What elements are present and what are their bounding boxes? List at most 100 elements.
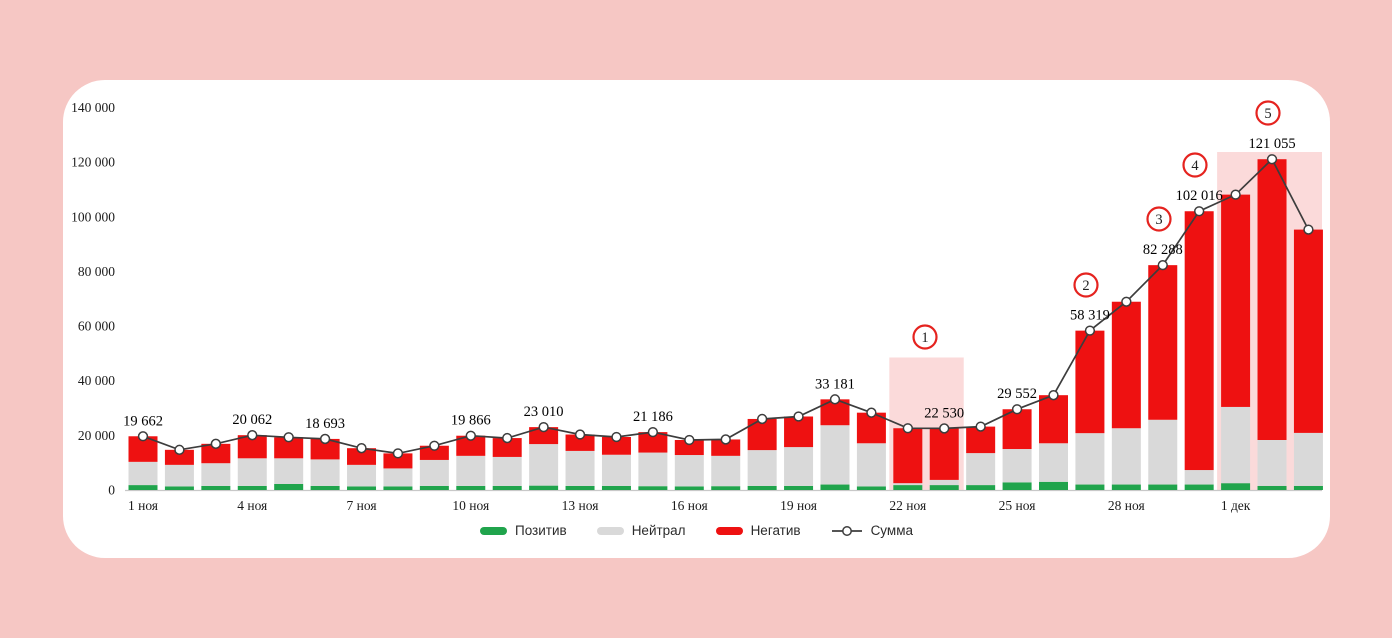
bar-segment-positive [1148, 484, 1178, 490]
bar-segment-positive [164, 486, 194, 490]
bar-segment-negative [347, 448, 377, 465]
legend-label-sum: Сумма [870, 523, 913, 538]
bar-segment-negative [419, 445, 449, 460]
bar-segment-positive [929, 485, 959, 490]
sum-marker [429, 440, 440, 451]
bar-segment-neutral [711, 455, 741, 487]
value-label: 22 530 [924, 405, 964, 421]
bar-segment-negative [711, 439, 741, 456]
sum-marker [684, 434, 695, 446]
positive-swatch [480, 526, 507, 535]
bar-segment-positive [674, 486, 704, 490]
bar-segment-positive [1075, 484, 1105, 490]
sum-marker [137, 431, 149, 442]
bar-segment-neutral [747, 450, 777, 486]
bar-segment-negative [1075, 330, 1105, 434]
bar-segment-neutral [1184, 470, 1214, 485]
bar-segment-neutral [565, 450, 595, 486]
bar-segment-negative [1221, 194, 1251, 407]
neutral-swatch [596, 526, 624, 535]
value-label: 21 186 [633, 409, 673, 425]
bar-segment-neutral [237, 458, 267, 486]
sum-marker [174, 444, 185, 455]
bar-segment-neutral [638, 452, 668, 487]
sum-marker [1266, 154, 1278, 165]
bar-segment-negative [1111, 301, 1141, 429]
legend-label-positive: Позитив [515, 523, 567, 538]
bar-segment-neutral [347, 464, 377, 487]
sum-marker [319, 433, 331, 445]
bar-segment-positive [1293, 485, 1323, 490]
x-axis-tick-label: 13 ноя [562, 498, 599, 513]
bar-segment-neutral [201, 463, 231, 486]
sum-marker [756, 413, 768, 425]
sum-marker [465, 430, 476, 441]
sum-marker [720, 434, 731, 445]
bar-segment-neutral [856, 443, 886, 487]
annotation-circle-1 [912, 324, 938, 350]
sum-marker [1011, 404, 1023, 415]
bar-segment-positive [1111, 484, 1141, 490]
x-axis-tick-label: 4 ноя [237, 498, 267, 513]
x-axis-tick-label: 25 ноя [999, 498, 1036, 513]
bar-segment-negative [456, 435, 486, 456]
bar-segment-negative [893, 428, 923, 484]
negative-swatch [715, 526, 743, 535]
value-label: 20 062 [232, 412, 272, 428]
sum-marker [611, 431, 622, 443]
bar-segment-neutral [1221, 406, 1251, 484]
bar-segment-positive [1039, 481, 1068, 490]
annotation-circle-5 [1255, 100, 1281, 126]
value-label: 29 552 [997, 386, 1037, 402]
x-axis-tick-label: 1 дек [1221, 498, 1251, 513]
bar-segment-positive [747, 485, 777, 490]
bar-segment-negative [237, 435, 267, 459]
bar-segment-neutral [820, 425, 850, 485]
y-axis-tick-label: 140 000 [71, 100, 115, 115]
y-axis-tick-label: 0 [108, 483, 115, 498]
y-axis-tick-label: 60 000 [78, 319, 115, 334]
sum-marker [975, 421, 986, 432]
bar-segment-neutral [1039, 443, 1068, 482]
bar-segment-negative [492, 438, 522, 457]
sum-marker [574, 429, 586, 440]
sum-marker [210, 438, 221, 449]
bar-segment-positive [347, 486, 377, 490]
x-axis-tick-label: 28 ноя [1108, 498, 1145, 513]
sum-marker [829, 394, 841, 405]
sentiment-stacked-bar-chart: 0 20 000 40 000 60 000 80 000 100 000 120 000 1… [71, 100, 1323, 513]
bar-segment-positive [820, 484, 850, 490]
bar-segment-negative [1293, 229, 1323, 433]
bar-segment-neutral [383, 468, 413, 487]
value-label: 18 693 [305, 416, 345, 432]
annotation-number-4: 4 [1191, 158, 1199, 174]
bar-segment-positive [201, 485, 231, 490]
legend-label-negative: Негатив [750, 523, 801, 538]
bar-segment-positive [383, 486, 413, 490]
bar-segment-neutral [929, 479, 959, 486]
bar-segment-negative [529, 427, 559, 445]
bar-segment-negative [674, 439, 704, 456]
bar-segment-neutral [128, 461, 158, 486]
annotation-number-5: 5 [1264, 106, 1271, 122]
bar-segment-positive [638, 486, 668, 490]
bar-segment-positive [1257, 485, 1287, 490]
chart-card: 0 20 000 40 000 60 000 80 000 100 000 120 000 1… [63, 80, 1330, 558]
legend-item-neutral: Нейтрал [596, 523, 686, 538]
bar-segment-neutral [274, 458, 304, 484]
bar-segment-negative [601, 436, 631, 455]
bar-segment-positive [419, 485, 449, 490]
sum-marker [356, 443, 367, 454]
bar-segment-negative [164, 449, 194, 465]
legend-item-negative: Негатив [715, 523, 801, 538]
bar-segment-negative [310, 438, 340, 460]
sum-marker [1230, 189, 1241, 200]
bar-segment-positive [128, 485, 158, 490]
bar-segment-negative [1184, 211, 1214, 471]
x-axis-tick-label: 19 ноя [780, 498, 817, 513]
x-axis-tick-label: 7 ноя [346, 498, 376, 513]
bar-segment-positive [856, 486, 886, 490]
bar-segment-neutral [529, 444, 559, 486]
sum-marker [793, 411, 804, 422]
bar-segment-positive [529, 485, 559, 490]
